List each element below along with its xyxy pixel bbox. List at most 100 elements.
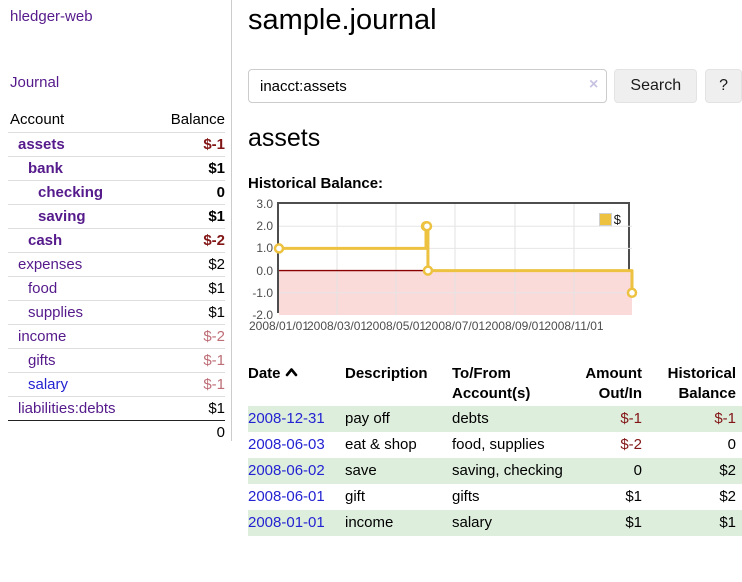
chart-canvas	[273, 204, 638, 315]
account-balance: $-2	[150, 228, 225, 253]
account-balance: $1	[150, 300, 225, 325]
account-link-income[interactable]: income	[18, 328, 67, 345]
account-row-food: food $1	[8, 276, 225, 301]
account-link-cash[interactable]: cash	[28, 232, 63, 249]
transaction-accounts: gifts	[452, 488, 480, 505]
transaction-amount: 0	[633, 462, 642, 479]
account-row-salary: salary $-1	[8, 372, 225, 397]
search-input[interactable]	[248, 69, 608, 103]
chart-title: Historical Balance:	[248, 175, 384, 192]
transaction-amount: $-2	[620, 436, 642, 453]
transaction-accounts: debts	[452, 410, 489, 427]
account-balance: $-1	[150, 348, 225, 373]
register-row: 2008-06-03 eat & shop food, supplies $-2…	[248, 432, 742, 458]
sidebar-item-journal[interactable]: Journal	[10, 74, 60, 91]
legend-label: $	[613, 212, 621, 227]
accounts-total-value: 0	[150, 420, 225, 444]
legend-swatch-icon	[598, 213, 612, 226]
search-button[interactable]: Search	[614, 69, 698, 103]
x-axis-tick-label: 2008/05/01	[365, 319, 427, 333]
transaction-amount: $1	[625, 488, 642, 505]
accounts-header-account: Account	[10, 111, 65, 128]
transaction-description: save	[345, 462, 377, 479]
account-balance: $-1	[150, 132, 225, 157]
y-axis-tick-label: -2.0	[252, 308, 273, 322]
transaction-date-link[interactable]: 2008-06-01	[248, 488, 325, 505]
transaction-balance: $2	[719, 462, 736, 479]
transaction-date-link[interactable]: 2008-01-01	[248, 514, 325, 531]
transaction-description: pay off	[345, 410, 390, 427]
account-link-expenses[interactable]: expenses	[18, 256, 83, 273]
chart-y-axis: 3.0 2.0 1.0 0.0 -1.0 -2.0	[248, 197, 273, 322]
register-header-amount: Amount Out/In	[585, 365, 642, 402]
register-row: 2008-12-31 pay off debts $-1 $-1	[248, 406, 742, 432]
transaction-balance: $-1	[714, 410, 736, 427]
help-button[interactable]: ?	[705, 69, 742, 103]
account-balance: $2	[150, 252, 225, 277]
register-header-row: Date Description To/From Account(s) Amou…	[248, 362, 742, 406]
account-link-salary[interactable]: salary	[28, 376, 69, 393]
account-link-gifts[interactable]: gifts	[28, 352, 56, 369]
register-row: 2008-01-01 income salary $1 $1	[248, 510, 742, 536]
y-axis-tick-label: 3.0	[256, 197, 273, 211]
account-heading: assets	[248, 124, 321, 152]
transaction-date-link[interactable]: 2008-06-03	[248, 436, 325, 453]
accounts-table: Account Balance assets $-1 bank $1 check…	[8, 108, 225, 444]
transaction-description: eat & shop	[345, 436, 417, 453]
chart-plot-area: $	[273, 202, 638, 315]
account-row-saving: saving $1	[8, 204, 225, 229]
account-balance: 0	[150, 180, 225, 205]
sort-ascending-icon	[285, 368, 297, 377]
app-brand-link[interactable]: hledger-web	[10, 8, 93, 25]
transaction-accounts: food, supplies	[452, 436, 545, 453]
transaction-description: income	[345, 514, 394, 531]
transaction-balance: $1	[719, 514, 736, 531]
register-row: 2008-06-02 save saving, checking 0 $2	[248, 458, 742, 484]
register-header-tofrom: To/From Account(s)	[452, 365, 531, 402]
transaction-balance: 0	[727, 436, 736, 453]
transaction-amount: $-1	[620, 410, 642, 427]
x-axis-tick-label: 2008/07/01	[424, 319, 486, 333]
account-link-assets[interactable]: assets	[18, 136, 65, 153]
x-axis-tick-label: 2008/09/01	[484, 319, 545, 333]
accounts-total-row: 0	[8, 420, 225, 444]
x-axis-tick-label: 2008/11/01	[544, 319, 604, 333]
accounts-header-balance: Balance	[170, 111, 225, 128]
y-axis-tick-label: 0.0	[256, 263, 273, 278]
y-axis-tick-label: 2.0	[256, 219, 273, 234]
register-header-date[interactable]: Date	[248, 362, 345, 406]
register-header-balance: Historical Balance	[667, 365, 736, 402]
account-link-bank[interactable]: bank	[28, 160, 64, 177]
account-link-checking[interactable]: checking	[38, 184, 104, 201]
account-balance: $-2	[150, 324, 225, 349]
account-row-bank: bank $1	[8, 156, 225, 181]
account-row-cash: cash $-2	[8, 228, 225, 253]
account-balance: $1	[150, 204, 225, 229]
clear-search-icon[interactable]: ×	[589, 76, 599, 93]
account-row-gifts: gifts $-1	[8, 348, 225, 373]
account-link-liabilities-debts[interactable]: liabilities:debts	[18, 400, 116, 417]
account-link-saving[interactable]: saving	[38, 208, 86, 225]
account-row-income: income $-2	[8, 324, 225, 349]
account-balance: $1	[150, 396, 225, 421]
register-header-description: Description	[345, 365, 428, 382]
y-axis-tick-label: 1.0	[256, 241, 273, 256]
transaction-date-link[interactable]: 2008-06-02	[248, 462, 325, 479]
account-row-expenses: expenses $2	[8, 252, 225, 277]
sidebar: hledger-web Journal Account Balance asse…	[0, 0, 230, 444]
account-balance: $-1	[150, 372, 225, 397]
register-row: 2008-06-01 gift gifts $1 $2	[248, 484, 742, 510]
chart-legend: $	[598, 212, 621, 227]
account-row-checking: checking 0	[8, 180, 225, 205]
account-link-supplies[interactable]: supplies	[28, 304, 84, 321]
register-header-date-label: Date	[248, 365, 281, 382]
register-table: Date Description To/From Account(s) Amou…	[248, 362, 742, 536]
search-form: × Search ?	[248, 69, 742, 103]
transaction-amount: $1	[625, 514, 642, 531]
y-axis-tick-label: -1.0	[252, 285, 273, 300]
account-link-food[interactable]: food	[28, 280, 58, 297]
sidebar-divider	[231, 0, 232, 441]
account-row-assets: assets $-1	[8, 132, 225, 157]
transaction-date-link[interactable]: 2008-12-31	[248, 410, 325, 427]
account-balance: $1	[150, 276, 225, 301]
